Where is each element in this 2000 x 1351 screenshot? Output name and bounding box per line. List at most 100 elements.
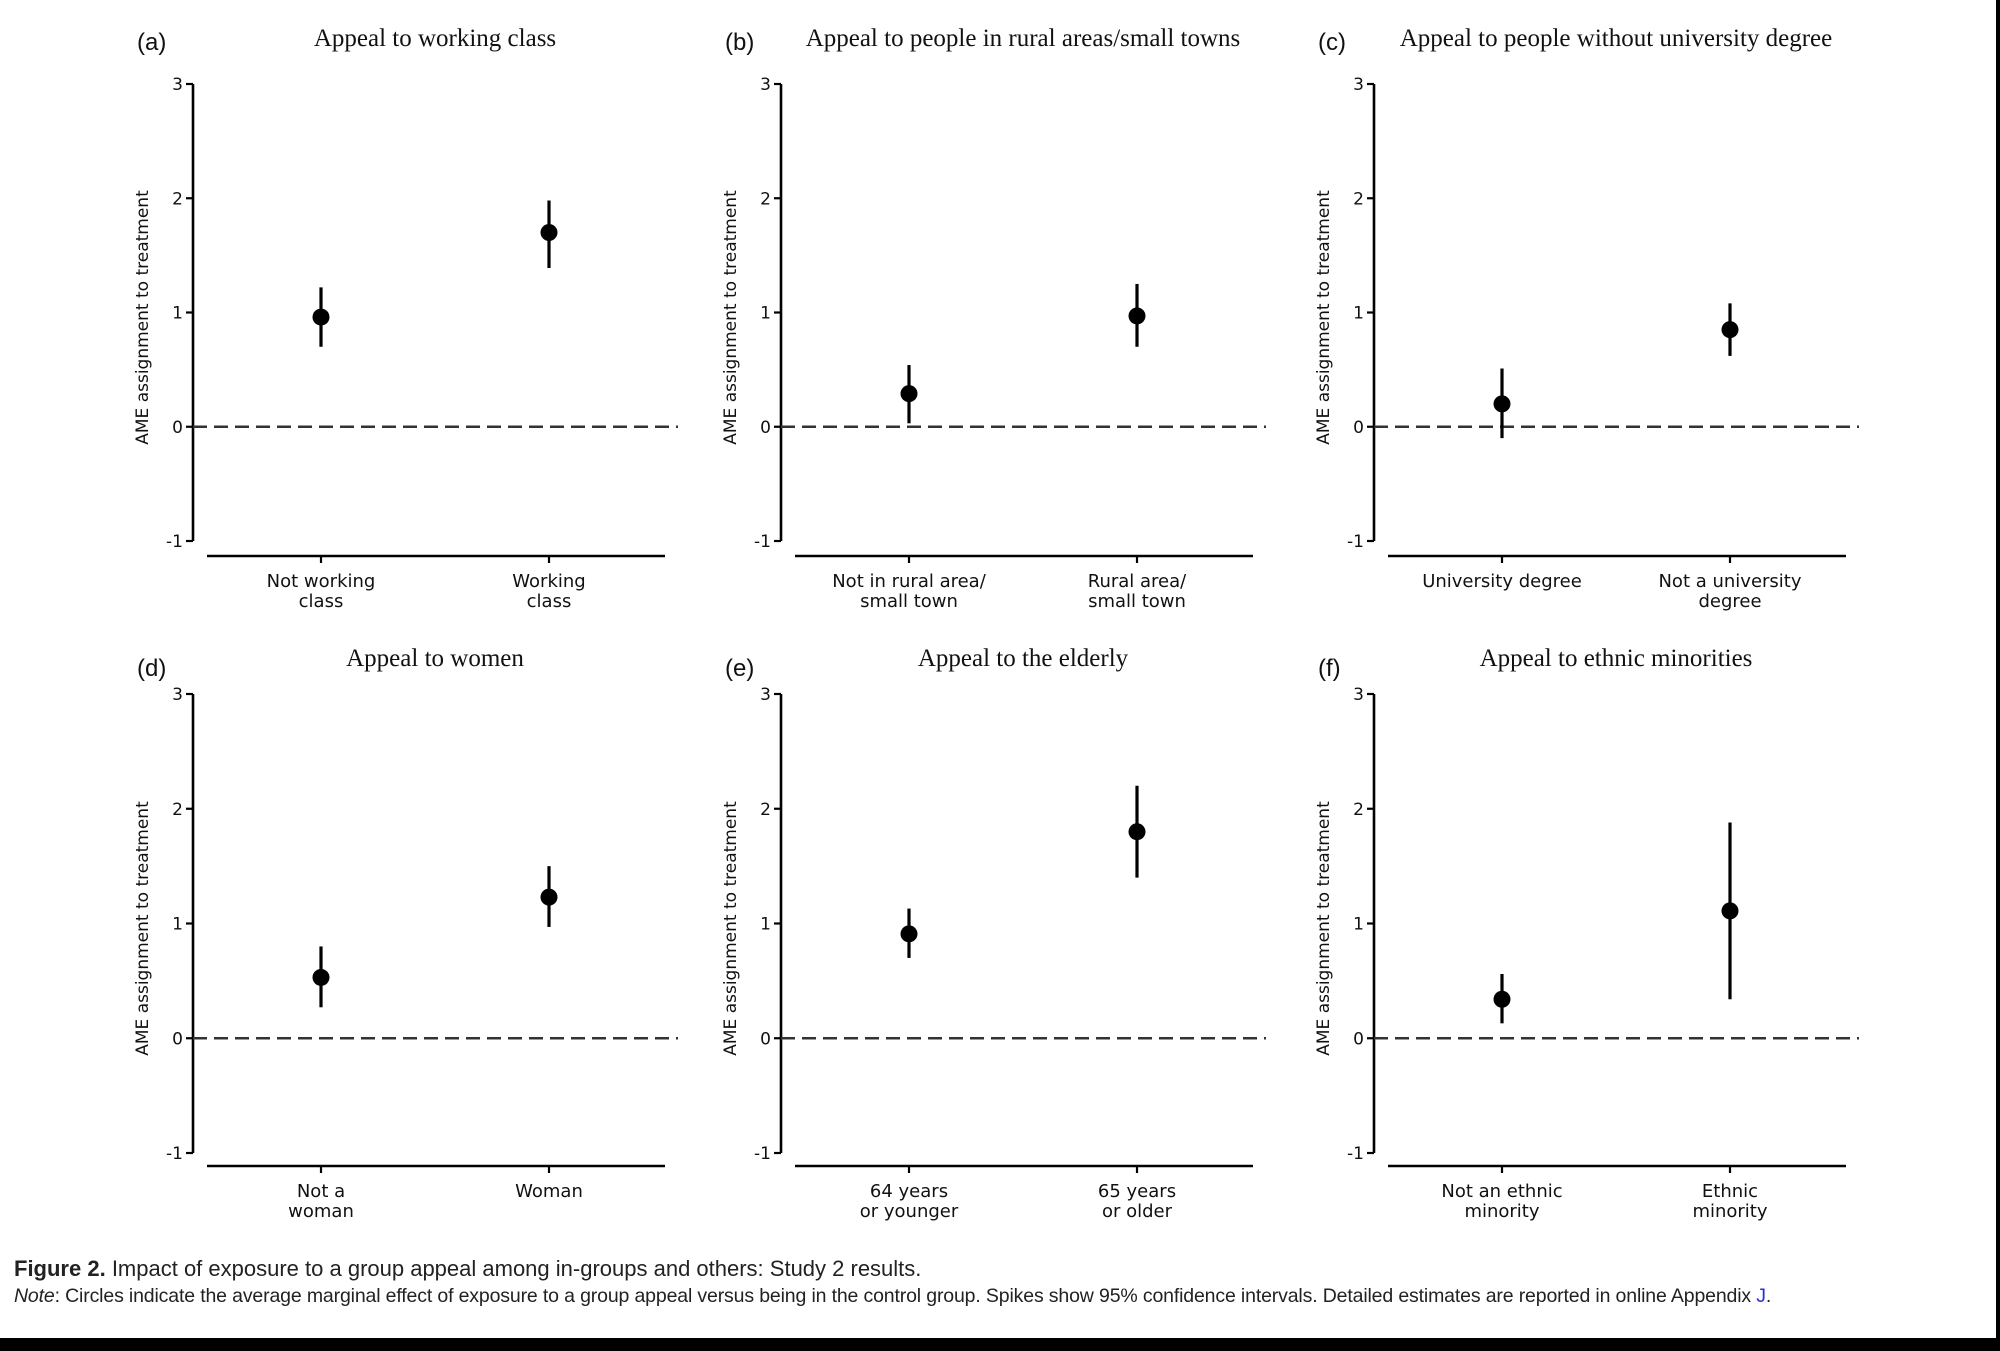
panel-label: (a) — [137, 29, 166, 56]
y-tick-label: -1 — [754, 532, 771, 552]
panel-a: (a) Appeal to working class 3 2 1 0 -1 AME assi… — [133, 25, 678, 612]
x-tick-label-line: or younger — [860, 1201, 959, 1222]
y-tick-label: 3 — [1353, 685, 1364, 705]
x-tick-label-line: Rural area/ — [1088, 571, 1187, 592]
x-tick-label: Not working class — [267, 571, 376, 612]
x-tick-label-line: Ethnic — [1702, 1181, 1758, 1202]
y-axis-title: AME assignment to treatment — [1314, 190, 1334, 445]
caption-title-line: Figure 2. Impact of exposure to a group … — [14, 1256, 1994, 1282]
x-tick-label-line: 65 years — [1098, 1181, 1176, 1202]
x-tick-label-line: Not a university — [1658, 571, 1801, 592]
y-axis-title: AME assignment to treatment — [133, 801, 153, 1056]
y-tick-label: 0 — [760, 1029, 771, 1049]
point-estimate — [1128, 307, 1146, 325]
panel-title: Appeal to the elderly — [918, 645, 1129, 672]
y-tick-label: -1 — [754, 1144, 771, 1164]
x-tick-label-line: small town — [860, 591, 958, 612]
x-tick-label: Woman — [515, 1181, 583, 1202]
x-tick-label: Not a woman — [288, 1181, 354, 1222]
x-tick-label: Not a university degree — [1658, 571, 1801, 612]
y-tick-label: 1 — [760, 915, 771, 935]
point-estimate — [1493, 990, 1511, 1008]
x-tick-label: University degree — [1422, 571, 1582, 592]
x-tick-label-line: minority — [1692, 1201, 1767, 1222]
y-axis-title: AME assignment to treatment — [721, 801, 741, 1056]
x-tick-label-line: small town — [1088, 591, 1186, 612]
y-tick-label: 2 — [1353, 189, 1364, 209]
y-tick-label: 2 — [172, 800, 183, 820]
y-tick-label: -1 — [1347, 532, 1364, 552]
y-tick-label: 1 — [1353, 304, 1364, 324]
y-tick-label: -1 — [166, 1144, 183, 1164]
point-estimate — [900, 925, 918, 943]
x-tick-label: Working class — [512, 571, 585, 612]
caption-label: Figure 2. — [14, 1256, 106, 1281]
panel-title: Appeal to people in rural areas/small to… — [806, 25, 1241, 52]
x-tick-label-line: Not an ethnic — [1441, 1181, 1562, 1202]
y-tick-label: 3 — [1353, 75, 1364, 95]
point-estimate — [312, 968, 330, 986]
panel-label: (f) — [1318, 655, 1341, 682]
point-estimate — [540, 888, 558, 906]
panel-label: (c) — [1318, 29, 1346, 56]
note-end: . — [1765, 1285, 1772, 1307]
y-tick-label: 0 — [172, 418, 183, 438]
y-tick-label: 0 — [1353, 1029, 1364, 1049]
note-text: : Circles indicate the average marginal … — [54, 1285, 1757, 1307]
y-tick-label: 0 — [760, 418, 771, 438]
point-estimate — [1128, 823, 1146, 841]
x-tick-label-line: 64 years — [870, 1181, 948, 1202]
point-estimate — [540, 224, 558, 242]
y-axis-title: AME assignment to treatment — [1314, 801, 1334, 1056]
y-tick-label: 2 — [760, 800, 771, 820]
figure-caption: Figure 2. Impact of exposure to a group … — [14, 1256, 1994, 1310]
x-tick-label: Not in rural area/small town — [832, 571, 986, 612]
x-tick-label: 65 years or older — [1098, 1181, 1176, 1222]
y-tick-label: 1 — [1353, 915, 1364, 935]
y-tick-label: 0 — [1353, 418, 1364, 438]
panel-label: (e) — [725, 655, 754, 682]
panel-title: Appeal to working class — [314, 25, 556, 52]
y-axis-title: AME assignment to treatment — [133, 190, 153, 445]
x-tick-label-line: Working — [512, 571, 585, 592]
point-estimate — [1721, 902, 1739, 920]
point-estimate — [1721, 321, 1739, 339]
x-tick-label-line: or older — [1102, 1201, 1173, 1222]
point-estimate — [900, 385, 918, 403]
panel-title: Appeal to people without university degr… — [1400, 25, 1833, 52]
y-tick-label: 2 — [760, 189, 771, 209]
point-estimate — [1493, 395, 1511, 413]
x-tick-label: 64 years or younger — [860, 1181, 959, 1222]
panel-f: (f) Appeal to ethnic minorities 3 2 1 0 -1 AME … — [1314, 645, 1859, 1222]
y-tick-label: -1 — [1347, 1144, 1364, 1164]
panel-label: (b) — [725, 29, 754, 56]
y-tick-label: 2 — [1353, 800, 1364, 820]
y-tick-label: -1 — [166, 532, 183, 552]
y-tick-label: 1 — [172, 304, 183, 324]
panel-c: (c) Appeal to people without university d… — [1314, 25, 1859, 612]
y-tick-label: 1 — [172, 915, 183, 935]
panel-b: (b) Appeal to people in rural areas/small… — [721, 25, 1266, 612]
note-label: Note — [14, 1285, 55, 1307]
x-tick-label-line: University degree — [1422, 571, 1582, 592]
x-tick-label-line: Woman — [515, 1181, 583, 1202]
x-tick-label-line: woman — [288, 1201, 354, 1222]
x-tick-label-line: class — [527, 591, 572, 612]
caption-note-line: Note: Circles indicate the average margi… — [14, 1282, 1994, 1310]
panel-d: (d) Appeal to women 3 2 1 0 -1 AME assignment t… — [133, 645, 678, 1222]
x-tick-label: Not an ethnic minority — [1441, 1181, 1562, 1222]
x-tick-label: Ethnic minority — [1692, 1181, 1767, 1222]
x-tick-label: Rural area/small town — [1088, 571, 1187, 612]
y-tick-label: 3 — [172, 685, 183, 705]
point-estimate — [312, 308, 330, 326]
y-tick-label: 1 — [760, 304, 771, 324]
y-tick-label: 2 — [172, 189, 183, 209]
y-tick-label: 0 — [172, 1029, 183, 1049]
caption-title: Impact of exposure to a group appeal amo… — [111, 1256, 922, 1281]
appendix-link[interactable]: J — [1756, 1285, 1766, 1307]
x-tick-label-line: degree — [1698, 591, 1761, 612]
x-tick-label-line: minority — [1464, 1201, 1539, 1222]
y-tick-label: 3 — [760, 75, 771, 95]
